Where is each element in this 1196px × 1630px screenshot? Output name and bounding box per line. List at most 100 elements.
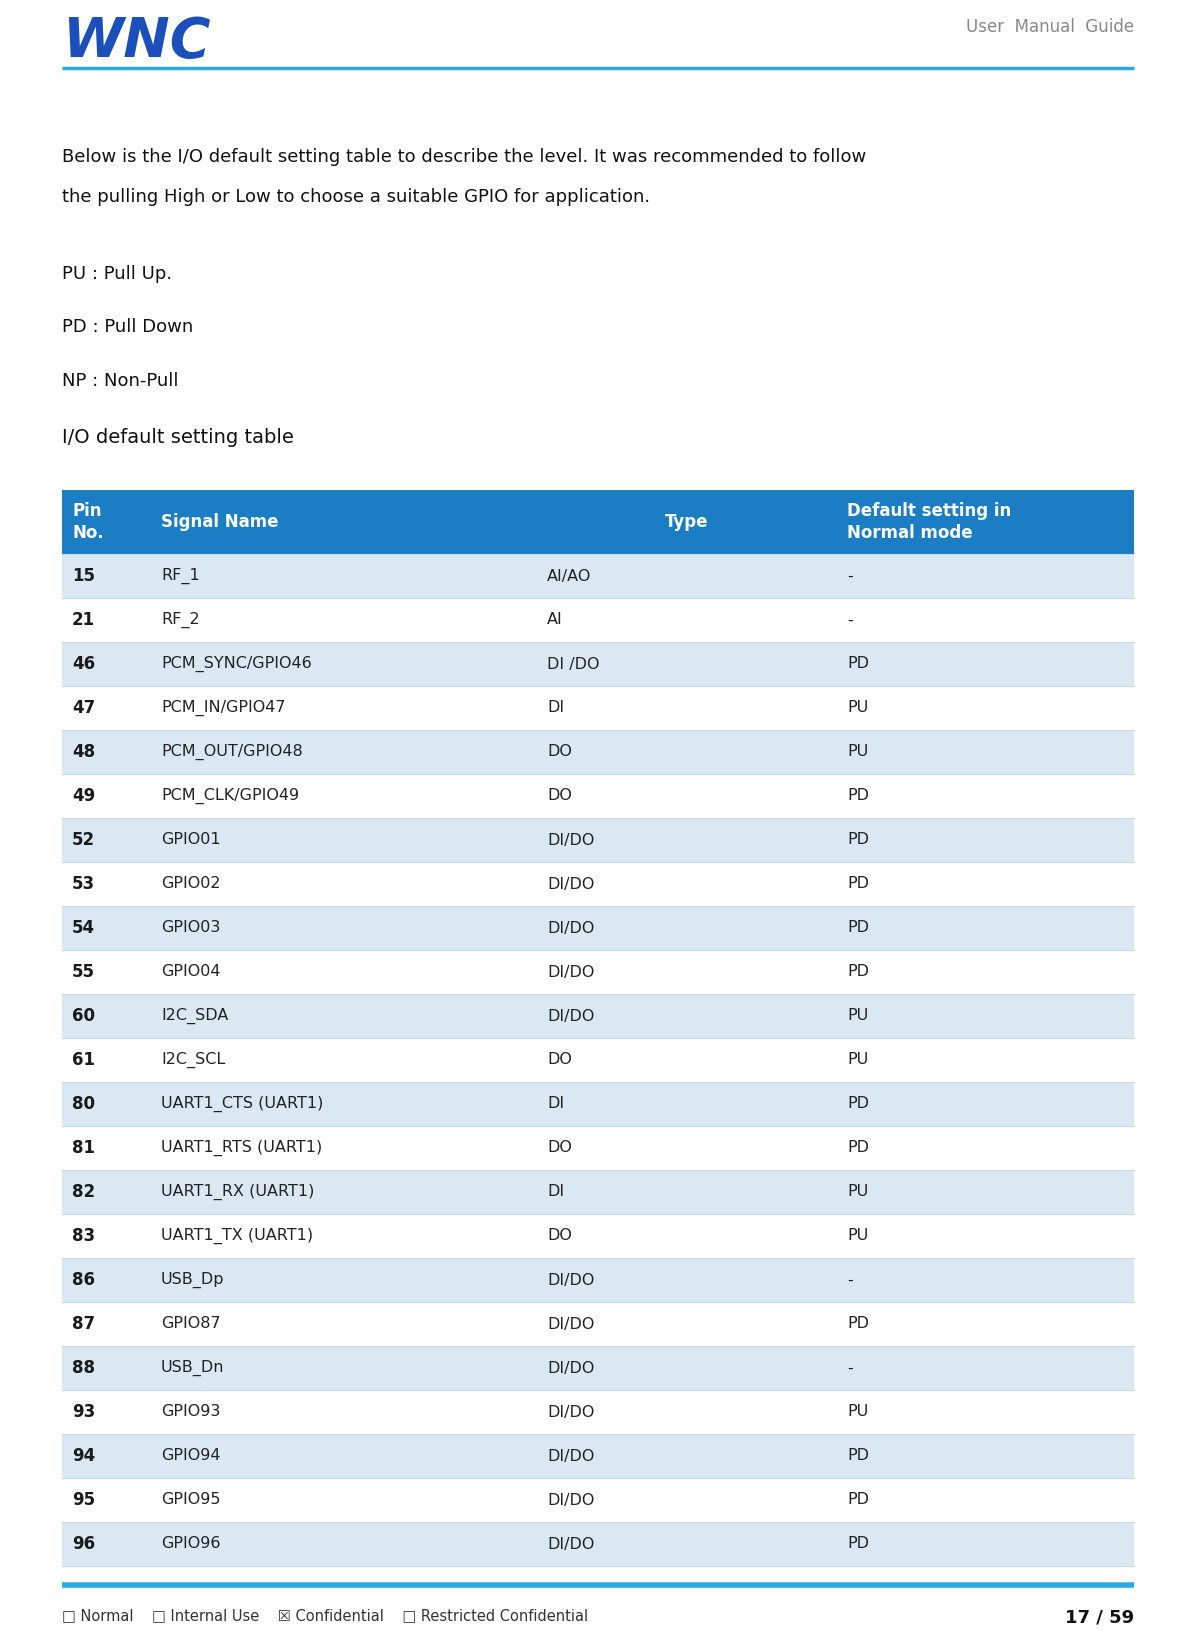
Bar bbox=[62, 818, 1134, 862]
Text: DI: DI bbox=[547, 701, 565, 716]
Text: UART1_TX (UART1): UART1_TX (UART1) bbox=[161, 1227, 313, 1244]
Text: DO: DO bbox=[547, 1141, 572, 1156]
Text: DI/DO: DI/DO bbox=[547, 1493, 594, 1508]
Text: DO: DO bbox=[547, 745, 572, 760]
Bar bbox=[62, 1302, 1134, 1346]
Text: 55: 55 bbox=[72, 963, 94, 981]
Text: PD: PD bbox=[847, 921, 869, 936]
Text: GPIO01: GPIO01 bbox=[161, 833, 220, 848]
Text: DI/DO: DI/DO bbox=[547, 833, 594, 848]
Text: 15: 15 bbox=[72, 567, 94, 585]
Text: GPIO94: GPIO94 bbox=[161, 1449, 220, 1464]
Text: PCM_OUT/GPIO48: PCM_OUT/GPIO48 bbox=[161, 743, 303, 760]
Text: DO: DO bbox=[547, 1229, 572, 1244]
Text: PD: PD bbox=[847, 1141, 869, 1156]
Text: 52: 52 bbox=[72, 831, 96, 849]
Text: 47: 47 bbox=[72, 699, 96, 717]
Text: UART1_RX (UART1): UART1_RX (UART1) bbox=[161, 1183, 315, 1200]
Text: DI/DO: DI/DO bbox=[547, 965, 594, 980]
Text: 17 / 59: 17 / 59 bbox=[1064, 1609, 1134, 1627]
Bar bbox=[62, 994, 1134, 1038]
Text: -: - bbox=[847, 1273, 853, 1288]
Text: DI/DO: DI/DO bbox=[547, 1009, 594, 1024]
Bar bbox=[62, 906, 1134, 950]
Bar bbox=[62, 950, 1134, 994]
Text: -: - bbox=[847, 569, 853, 584]
Text: DI/DO: DI/DO bbox=[547, 877, 594, 892]
Text: 86: 86 bbox=[72, 1271, 94, 1289]
Text: -: - bbox=[847, 613, 853, 628]
Text: 88: 88 bbox=[72, 1359, 94, 1377]
Text: 46: 46 bbox=[72, 655, 96, 673]
Text: PD: PD bbox=[847, 1317, 869, 1332]
Text: DI: DI bbox=[547, 1097, 565, 1112]
Text: 93: 93 bbox=[72, 1403, 96, 1421]
Text: PU : Pull Up.: PU : Pull Up. bbox=[62, 266, 172, 284]
Text: PCM_CLK/GPIO49: PCM_CLK/GPIO49 bbox=[161, 787, 299, 804]
Text: PU: PU bbox=[847, 701, 868, 716]
Text: GPIO87: GPIO87 bbox=[161, 1317, 220, 1332]
Text: -: - bbox=[847, 1361, 853, 1376]
Text: DI/DO: DI/DO bbox=[547, 1449, 594, 1464]
Bar bbox=[62, 1390, 1134, 1434]
Text: PD: PD bbox=[847, 1449, 869, 1464]
Text: 54: 54 bbox=[72, 919, 96, 937]
Text: AI/AO: AI/AO bbox=[547, 569, 591, 584]
Bar bbox=[62, 1126, 1134, 1170]
Bar bbox=[62, 1522, 1134, 1566]
Text: UART1_RTS (UART1): UART1_RTS (UART1) bbox=[161, 1139, 322, 1156]
Text: USB_Dp: USB_Dp bbox=[161, 1271, 225, 1288]
Text: PU: PU bbox=[847, 1405, 868, 1420]
Text: NP : Non-Pull: NP : Non-Pull bbox=[62, 372, 178, 390]
Text: PD: PD bbox=[847, 789, 869, 804]
Text: DI /DO: DI /DO bbox=[547, 657, 599, 672]
Text: RF_1: RF_1 bbox=[161, 567, 200, 584]
Text: PD: PD bbox=[847, 657, 869, 672]
Text: I2C_SDA: I2C_SDA bbox=[161, 1007, 228, 1024]
Text: 96: 96 bbox=[72, 1535, 96, 1553]
Text: PU: PU bbox=[847, 1009, 868, 1024]
Text: 80: 80 bbox=[72, 1095, 94, 1113]
Text: PU: PU bbox=[847, 1229, 868, 1244]
Text: PD: PD bbox=[847, 965, 869, 980]
Text: DI/DO: DI/DO bbox=[547, 1537, 594, 1552]
Text: □ Normal    □ Internal Use    ☒ Confidential    □ Restricted Confidential: □ Normal □ Internal Use ☒ Confidential □… bbox=[62, 1609, 588, 1623]
Text: GPIO95: GPIO95 bbox=[161, 1493, 220, 1508]
Text: 53: 53 bbox=[72, 875, 96, 893]
Text: PU: PU bbox=[847, 745, 868, 760]
Text: PD: PD bbox=[847, 1537, 869, 1552]
Text: Signal Name: Signal Name bbox=[161, 513, 279, 531]
Text: 94: 94 bbox=[72, 1447, 96, 1465]
Text: GPIO02: GPIO02 bbox=[161, 877, 220, 892]
Text: USB_Dn: USB_Dn bbox=[161, 1359, 225, 1376]
Text: PU: PU bbox=[847, 1185, 868, 1200]
Text: RF_2: RF_2 bbox=[161, 611, 200, 628]
Text: GPIO04: GPIO04 bbox=[161, 965, 220, 980]
Bar bbox=[62, 1346, 1134, 1390]
Text: PD : Pull Down: PD : Pull Down bbox=[62, 318, 194, 336]
Text: GPIO93: GPIO93 bbox=[161, 1405, 220, 1420]
Bar bbox=[62, 1082, 1134, 1126]
Text: PCM_SYNC/GPIO46: PCM_SYNC/GPIO46 bbox=[161, 655, 312, 672]
Text: Type: Type bbox=[665, 513, 709, 531]
Text: 81: 81 bbox=[72, 1139, 94, 1157]
Text: PD: PD bbox=[847, 1493, 869, 1508]
Text: I2C_SCL: I2C_SCL bbox=[161, 1051, 225, 1068]
Bar bbox=[62, 491, 1134, 554]
Text: I/O default setting table: I/O default setting table bbox=[62, 429, 294, 447]
Text: DO: DO bbox=[547, 1053, 572, 1068]
Bar bbox=[62, 1478, 1134, 1522]
Bar bbox=[62, 686, 1134, 730]
Bar bbox=[62, 862, 1134, 906]
Text: DI/DO: DI/DO bbox=[547, 1273, 594, 1288]
Text: 95: 95 bbox=[72, 1491, 96, 1509]
Text: PD: PD bbox=[847, 1097, 869, 1112]
Text: UART1_CTS (UART1): UART1_CTS (UART1) bbox=[161, 1095, 323, 1112]
Text: PCM_IN/GPIO47: PCM_IN/GPIO47 bbox=[161, 699, 286, 716]
Text: DI/DO: DI/DO bbox=[547, 1361, 594, 1376]
Text: DI/DO: DI/DO bbox=[547, 1317, 594, 1332]
Text: the pulling High or Low to choose a suitable GPIO for application.: the pulling High or Low to choose a suit… bbox=[62, 187, 651, 205]
Bar bbox=[62, 1214, 1134, 1258]
Bar bbox=[62, 1258, 1134, 1302]
Text: 48: 48 bbox=[72, 743, 96, 761]
